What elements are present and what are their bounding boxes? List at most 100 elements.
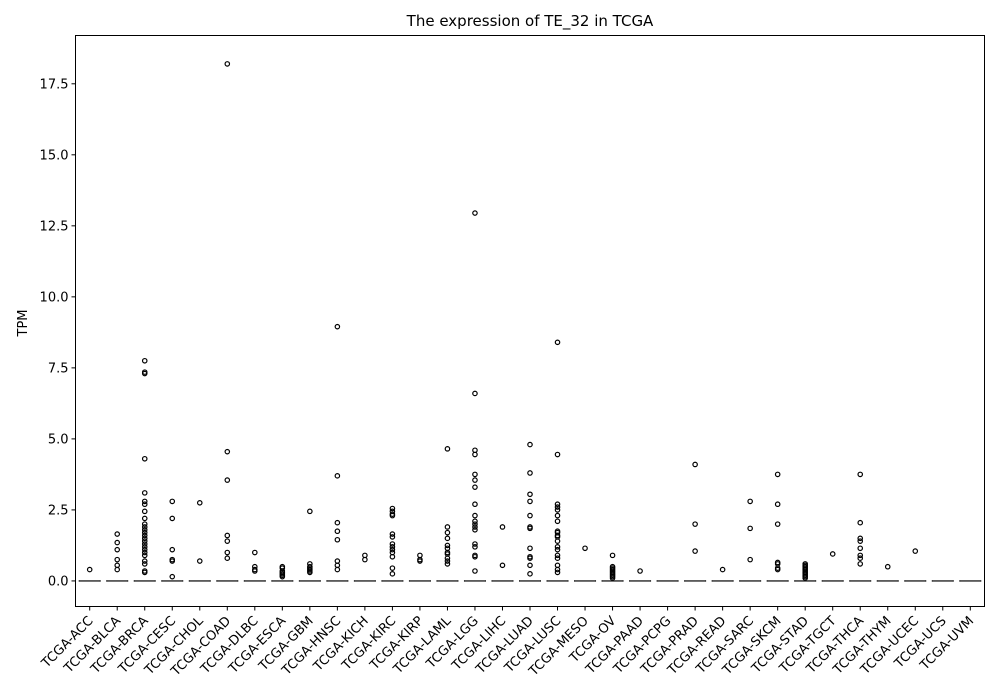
outlier-point [472, 210, 478, 216]
outlier-point [389, 544, 396, 550]
outlier-point [527, 470, 533, 476]
outlier-point [554, 339, 561, 346]
outlier-point [141, 455, 148, 462]
outlier-point [857, 519, 864, 526]
outlier-point [527, 498, 533, 505]
outlier-point [554, 552, 561, 559]
outlier-point [692, 461, 698, 468]
outlier-point [912, 548, 919, 554]
y-axis-label: TPM [16, 310, 31, 338]
outlier-point [389, 541, 396, 547]
outlier-point [527, 512, 533, 519]
outlier-point [857, 561, 864, 567]
outlier-point [829, 551, 836, 557]
outlier-point [141, 515, 148, 522]
outlier-point [444, 446, 451, 452]
outlier-point [554, 518, 561, 525]
outlier-point [884, 563, 891, 570]
outlier-point [554, 566, 561, 573]
outlier-point [389, 531, 396, 537]
outlier-point [141, 370, 148, 377]
outlier-point [417, 558, 423, 564]
outlier-point [334, 536, 341, 543]
outlier-point [196, 558, 203, 564]
outlier-point [224, 532, 231, 539]
y-tick-label: 0.0 [48, 574, 69, 589]
outlier-point [857, 538, 864, 544]
outlier-point [444, 555, 451, 562]
outlier-point [472, 484, 478, 490]
outlier-point [141, 546, 148, 553]
outlier-point [692, 521, 698, 527]
outlier-point [444, 535, 451, 542]
outlier-point [472, 521, 478, 527]
outlier-point [609, 575, 616, 581]
outlier-point [389, 512, 396, 519]
outlier-point [334, 528, 341, 535]
outlier-point [472, 518, 478, 525]
outlier-point [472, 512, 478, 519]
outlier-point [554, 555, 561, 562]
outlier-point [719, 566, 726, 573]
outlier-point [141, 535, 148, 542]
outlier-point [141, 558, 148, 564]
outlier-point [472, 544, 478, 550]
outlier-point [86, 566, 93, 573]
outlier-point [389, 534, 396, 540]
outlier-point [554, 451, 561, 458]
outlier-point [527, 545, 533, 552]
outlier-point [307, 508, 313, 515]
y-tick-label: 2.5 [48, 503, 69, 518]
outlier-point [554, 512, 561, 519]
outlier-point [444, 558, 451, 564]
outlier-point [141, 561, 148, 567]
outlier-point [472, 451, 478, 458]
outlier-point [857, 535, 864, 542]
outlier-point [774, 471, 781, 478]
plot-frame [75, 35, 985, 607]
x-axis: TCGA-ACCTCGA-BLCATCGA-BRCATCGA-CESCTCGA-… [38, 606, 977, 680]
outlier-point [334, 566, 341, 573]
y-tick-label: 17.5 [40, 77, 69, 92]
outlier-point [527, 525, 533, 532]
outlier-point [279, 573, 286, 580]
outlier-point [609, 552, 616, 559]
y-tick-label: 15.0 [40, 148, 69, 163]
outlier-point [141, 538, 148, 544]
outlier-point [224, 555, 231, 562]
y-tick-label: 7.5 [48, 361, 69, 376]
outlier-point [444, 542, 451, 549]
outlier-point [224, 448, 231, 455]
outlier-point [169, 498, 176, 505]
outlier-point [114, 539, 121, 546]
outlier-point [334, 519, 341, 526]
outlier-point [499, 562, 506, 569]
outlier-point [472, 553, 478, 560]
outlier-point [774, 566, 781, 573]
outlier-point [554, 501, 561, 508]
outlier-point [224, 538, 231, 544]
outlier-point [472, 568, 478, 574]
outlier-point [169, 573, 176, 580]
outlier-point [554, 544, 561, 550]
outlier-point [637, 568, 643, 574]
outlier-point [692, 548, 698, 554]
outlier-point [141, 529, 148, 536]
outlier-point [527, 555, 533, 562]
outlier-point [141, 549, 148, 556]
outlier-point [527, 441, 533, 448]
outlier-point [141, 501, 148, 508]
outlier-point [774, 521, 781, 527]
outlier-point [169, 515, 176, 522]
outlier-point [472, 471, 478, 478]
outlier-point [224, 549, 231, 556]
outlier-point [114, 546, 121, 553]
outlier-point [141, 357, 148, 364]
outlier-point [527, 562, 533, 569]
outlier-point [141, 521, 148, 527]
outlier-point [554, 504, 561, 510]
outlier-point [141, 569, 148, 576]
chart-title: The expression of TE_32 in TCGA [406, 12, 654, 31]
outlier-point [169, 558, 176, 564]
